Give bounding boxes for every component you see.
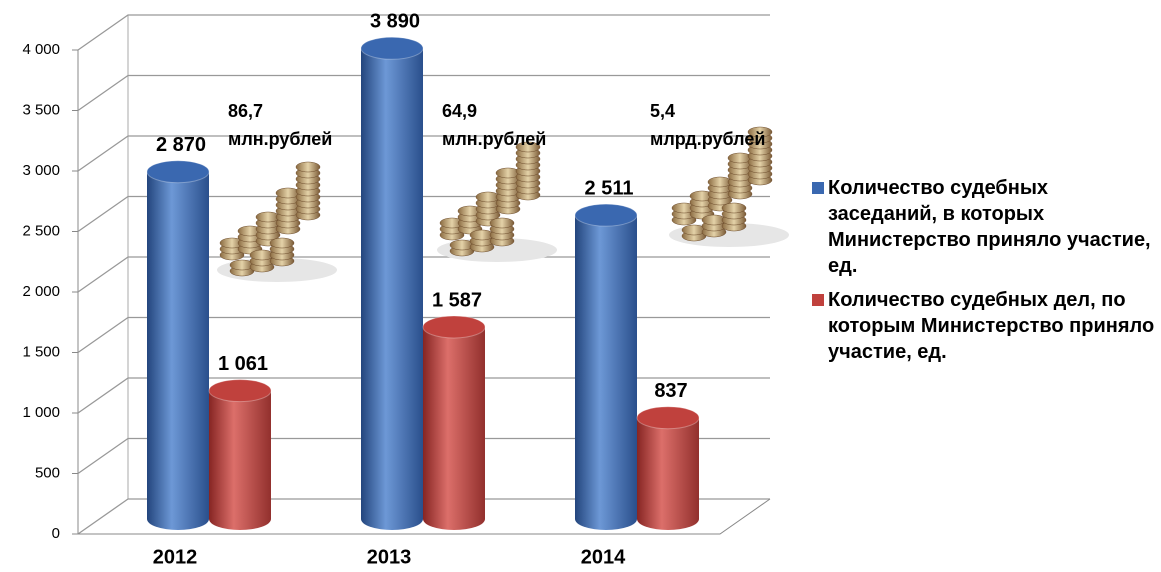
grid-line: [77, 377, 770, 414]
grid-line: [77, 74, 770, 112]
grid-line: [77, 195, 770, 233]
coin: [489, 217, 515, 229]
value-label: 837: [654, 380, 687, 402]
grid-line: [77, 316, 770, 354]
x-tick-label: 2012: [153, 546, 198, 568]
value-label: 1 061: [218, 353, 268, 375]
legend-item: Количество судебных заседаний, в которых…: [812, 175, 1157, 279]
bar-top: [574, 203, 638, 227]
value-label: 3 890: [370, 11, 420, 33]
x-tick-label: 2014: [581, 546, 626, 568]
y-tick-label: 3 500: [22, 101, 60, 118]
grid-line: [77, 437, 770, 475]
bar: [146, 160, 210, 531]
bar-body: [361, 48, 423, 531]
grid-line: [77, 498, 770, 535]
annotation: 5,4: [650, 101, 675, 121]
bar-body: [575, 215, 637, 530]
x-tick-label: 2013: [367, 546, 412, 568]
coins-icon: [669, 126, 789, 247]
value-label: 2 870: [156, 134, 206, 156]
legend-swatch: [812, 182, 824, 194]
legend-item: Количество судебных дел, по которым Мини…: [812, 287, 1157, 365]
bar-top: [146, 160, 210, 184]
bar-body: [423, 326, 485, 530]
coins-icon: [437, 141, 557, 262]
y-tick-label: 4 000: [22, 41, 60, 58]
grid-line: [77, 14, 770, 51]
bar: [636, 406, 700, 530]
annotation: млн.рублей: [442, 129, 546, 149]
y-tick-label: 2 000: [22, 283, 60, 300]
bar: [574, 203, 638, 530]
annotation: млн.рублей: [228, 129, 332, 149]
bar-body: [147, 171, 209, 531]
y-tick-label: 2 500: [22, 222, 60, 239]
annotation: млрд.рублей: [650, 129, 765, 149]
coin: [515, 141, 541, 153]
grid-line: [77, 256, 770, 293]
y-tick-label: 0: [52, 525, 60, 542]
y-tick-label: 3 000: [22, 162, 60, 179]
bar-top: [360, 36, 424, 60]
annotation: 86,7: [228, 101, 263, 121]
legend-label: Количество судебных заседаний, в которых…: [828, 177, 1151, 277]
bar-top: [208, 379, 272, 403]
y-tick-label: 1 500: [22, 343, 60, 360]
bar-top: [636, 406, 700, 430]
value-label: 1 587: [432, 289, 482, 311]
y-tick-label: 1 000: [22, 404, 60, 421]
bar: [360, 36, 424, 531]
legend-label: Количество судебных дел, по которым Мини…: [828, 289, 1155, 363]
coin: [295, 161, 321, 173]
bar-body: [637, 417, 699, 530]
value-label: 2 511: [585, 177, 634, 199]
grid-line: [77, 135, 770, 172]
coins-icon: [217, 161, 337, 282]
coin: [747, 126, 773, 138]
bar: [422, 315, 486, 530]
axis-line: [78, 498, 771, 535]
annotation: 64,9: [442, 101, 477, 121]
coin: [721, 202, 747, 214]
legend-swatch: [812, 294, 824, 306]
bar-body: [209, 390, 271, 530]
legend: Количество судебных заседаний, в которых…: [812, 175, 1157, 373]
bar: [208, 379, 272, 530]
bar-top: [422, 315, 486, 339]
y-tick-label: 500: [35, 464, 60, 481]
coin: [269, 237, 295, 249]
